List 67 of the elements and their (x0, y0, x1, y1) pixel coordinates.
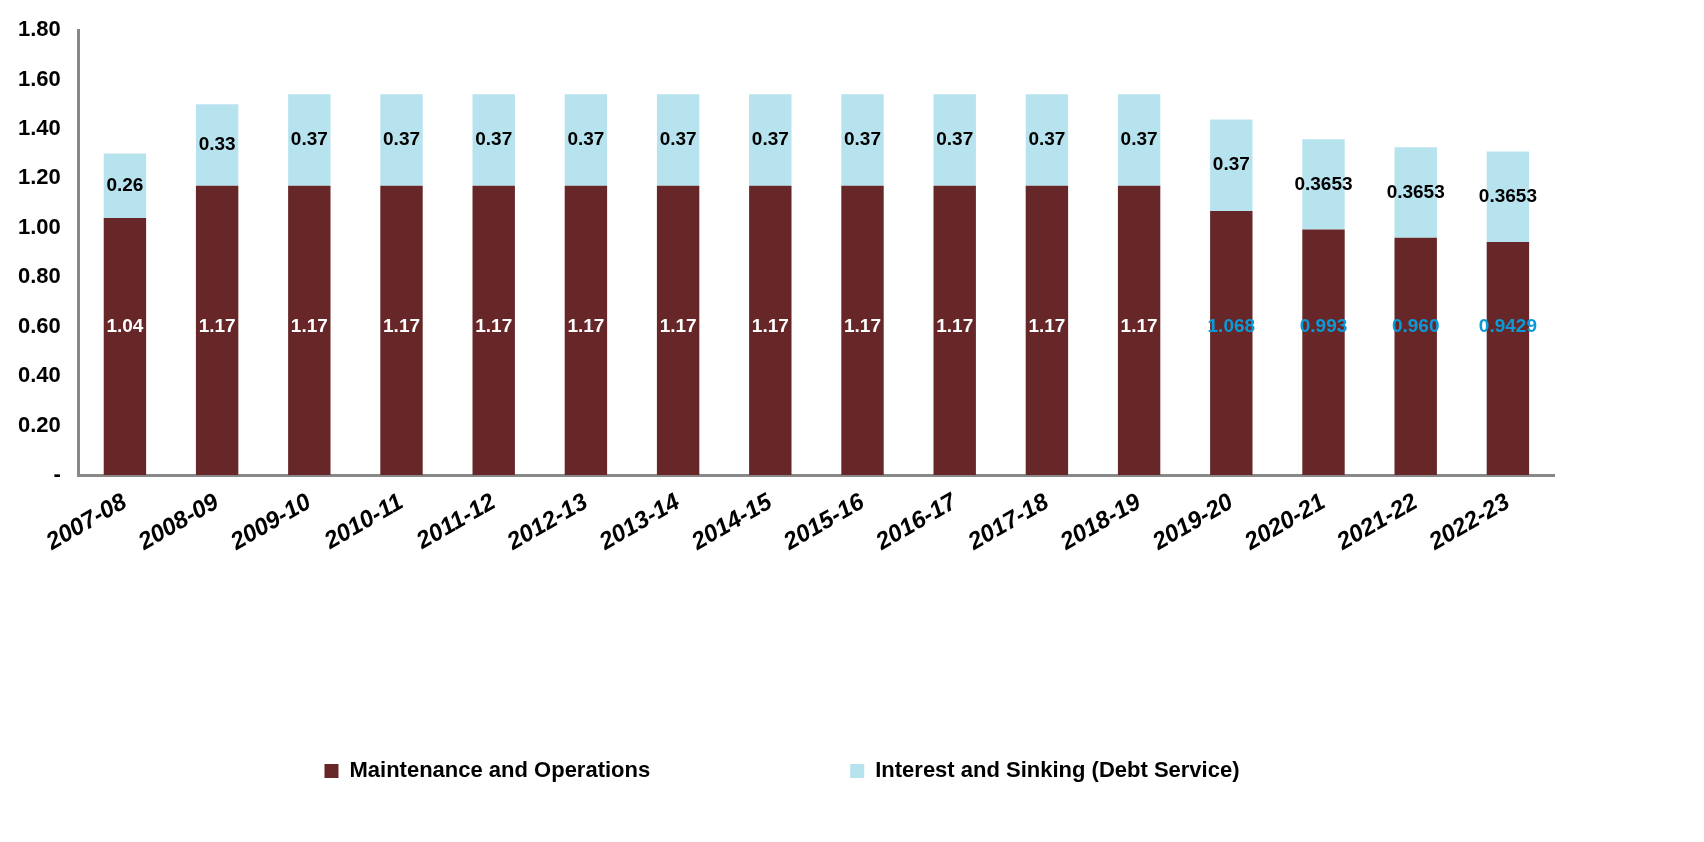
bar (195, 185, 239, 476)
data-label: 1.17 (383, 314, 421, 336)
data-label: 1.17 (659, 314, 697, 336)
data-label: 1.04 (106, 314, 144, 336)
bar (1394, 237, 1437, 476)
bar (380, 185, 423, 476)
data-label: 0.37 (475, 128, 513, 150)
y-tick-label: 1.40 (17, 114, 61, 140)
data-label: 1.17 (198, 314, 236, 336)
bar (1025, 94, 1069, 186)
bar (656, 185, 700, 476)
data-label: 0.37 (936, 128, 974, 150)
data-label: 1.17 (844, 314, 881, 336)
data-label: 0.37 (844, 128, 881, 150)
data-label: 0.37 (1028, 128, 1066, 150)
data-label: 0.37 (567, 128, 605, 150)
bar (841, 185, 884, 476)
bar (841, 94, 884, 186)
data-label: 1.17 (475, 314, 513, 336)
data-label: 0.3653 (1478, 184, 1537, 206)
legend-label: Maintenance and Operations (349, 757, 651, 783)
data-label: 1.17 (751, 314, 789, 336)
data-label: 0.37 (1120, 128, 1158, 150)
bar (380, 94, 423, 186)
bar (103, 217, 147, 476)
bar (472, 94, 515, 186)
bar (1117, 94, 1161, 186)
bar (1210, 119, 1253, 211)
bar (1210, 210, 1253, 476)
y-tick-label: 1.20 (17, 164, 61, 190)
bar (1302, 229, 1345, 476)
bar (288, 185, 331, 476)
data-label: 1.17 (567, 314, 605, 336)
bar (288, 94, 331, 186)
y-tick-label: 0.60 (17, 312, 61, 338)
data-label: 0.37 (1212, 153, 1250, 175)
data-label: 1.17 (290, 314, 328, 336)
data-label: 0.37 (659, 128, 697, 150)
data-label: 1.17 (936, 314, 974, 336)
y-tick-label: 1.80 (17, 16, 61, 42)
bar (749, 185, 792, 476)
y-tick-label: 0.20 (17, 411, 61, 437)
data-label: 0.37 (290, 128, 328, 150)
data-label: 0.26 (106, 173, 144, 195)
bar (656, 94, 700, 186)
data-label: 0.37 (751, 128, 789, 150)
y-tick-label: 0.80 (17, 263, 61, 289)
bar (564, 185, 608, 476)
y-tick-label: 1.00 (17, 213, 61, 239)
data-label: 0.3653 (1294, 172, 1353, 194)
data-label: 0.3653 (1386, 180, 1445, 202)
bar (1025, 185, 1069, 476)
data-label: 1.17 (1028, 314, 1066, 336)
bar (933, 94, 976, 186)
data-label: 1.17 (1120, 314, 1158, 336)
bar (1117, 185, 1161, 476)
y-tick-label: - (53, 461, 61, 487)
bar (472, 185, 515, 476)
bar (749, 94, 792, 186)
bar (195, 104, 239, 186)
bar (933, 185, 976, 476)
bar (564, 94, 608, 186)
legend-label: Interest and Sinking (Debt Service) (875, 757, 1240, 783)
y-tick-label: 1.60 (17, 65, 61, 91)
data-label: 0.37 (383, 128, 421, 150)
data-label: 0.33 (198, 133, 236, 155)
y-tick-label: 0.40 (17, 362, 61, 388)
